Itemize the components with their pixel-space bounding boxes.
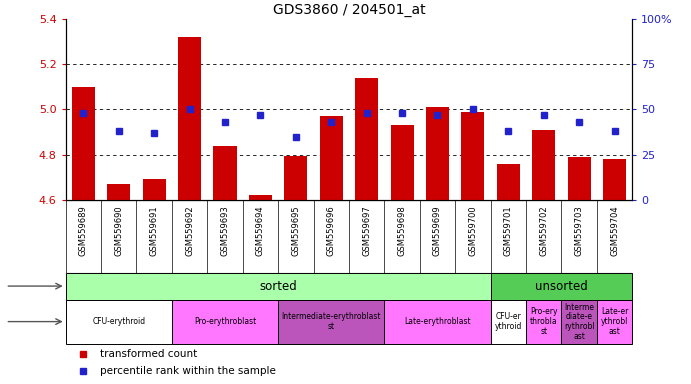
Bar <box>497 164 520 200</box>
Text: GSM559702: GSM559702 <box>539 205 548 256</box>
Bar <box>532 130 556 200</box>
Bar <box>491 300 526 344</box>
Bar <box>561 300 597 344</box>
Bar <box>526 300 561 344</box>
Text: GSM559698: GSM559698 <box>397 205 406 256</box>
Text: GSM559699: GSM559699 <box>433 205 442 256</box>
Bar <box>603 159 626 200</box>
Bar <box>597 300 632 344</box>
Text: GSM559700: GSM559700 <box>468 205 477 256</box>
Text: transformed count: transformed count <box>100 349 197 359</box>
Bar <box>355 78 378 200</box>
Bar <box>107 184 131 200</box>
Text: GSM559694: GSM559694 <box>256 205 265 256</box>
Bar <box>178 37 201 200</box>
Text: GSM559693: GSM559693 <box>220 205 229 256</box>
Bar <box>462 112 484 200</box>
Bar <box>426 107 449 200</box>
Text: GSM559689: GSM559689 <box>79 205 88 256</box>
Bar <box>384 300 491 344</box>
Bar <box>249 195 272 200</box>
Text: GSM559695: GSM559695 <box>292 205 301 256</box>
Bar <box>278 300 384 344</box>
Text: CFU-er
ythroid: CFU-er ythroid <box>495 312 522 331</box>
Text: Late-er
ythrobl
ast: Late-er ythrobl ast <box>601 308 628 336</box>
Text: GSM559704: GSM559704 <box>610 205 619 256</box>
Text: Pro-erythroblast: Pro-erythroblast <box>194 317 256 326</box>
Text: Pro-ery
throbla
st: Pro-ery throbla st <box>530 308 558 336</box>
Text: GSM559690: GSM559690 <box>114 205 123 256</box>
Title: GDS3860 / 204501_at: GDS3860 / 204501_at <box>273 3 425 17</box>
Text: Intermediate-erythroblast
st: Intermediate-erythroblast st <box>281 312 381 331</box>
Text: GSM559697: GSM559697 <box>362 205 371 256</box>
Text: GSM559696: GSM559696 <box>327 205 336 256</box>
Bar <box>214 146 236 200</box>
Bar <box>567 157 591 200</box>
Text: percentile rank within the sample: percentile rank within the sample <box>100 366 276 376</box>
Text: CFU-erythroid: CFU-erythroid <box>92 317 145 326</box>
Text: GSM559691: GSM559691 <box>150 205 159 256</box>
Text: Interme
diate-e
rythrobl
ast: Interme diate-e rythrobl ast <box>564 303 594 341</box>
Bar <box>66 273 491 300</box>
Bar <box>172 300 278 344</box>
Text: sorted: sorted <box>259 280 297 293</box>
Bar <box>320 116 343 200</box>
Bar <box>284 156 307 200</box>
Bar <box>390 125 414 200</box>
Text: GSM559692: GSM559692 <box>185 205 194 256</box>
Bar <box>72 87 95 200</box>
Text: GSM559701: GSM559701 <box>504 205 513 256</box>
Text: unsorted: unsorted <box>535 280 588 293</box>
Text: Late-erythroblast: Late-erythroblast <box>404 317 471 326</box>
Bar <box>142 179 166 200</box>
Text: GSM559703: GSM559703 <box>575 205 584 256</box>
Bar <box>66 300 172 344</box>
Bar <box>491 273 632 300</box>
